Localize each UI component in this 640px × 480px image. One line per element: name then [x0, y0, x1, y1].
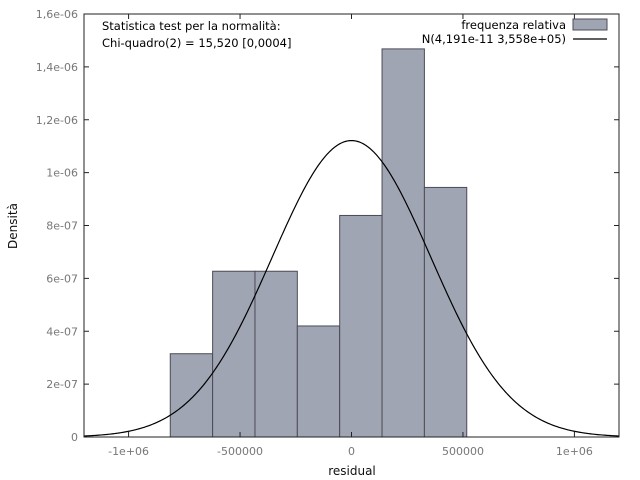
x-tick-label: 0	[348, 445, 355, 458]
x-tick-label: -1e+06	[108, 445, 149, 458]
histogram-bar	[296, 325, 341, 438]
histogram-bar	[254, 270, 298, 438]
legend-swatch-bar	[572, 18, 608, 31]
legend-label-normal-curve: N(4,191e-11 3,558e+05)	[422, 32, 566, 46]
normality-test-title: Statistica test per la normalità:	[102, 19, 281, 33]
x-tick-label: 500000	[442, 445, 484, 458]
y-tick-label: 8e-07	[46, 220, 78, 233]
x-tick-label: -500000	[217, 445, 263, 458]
y-tick-label: 0	[71, 431, 78, 444]
x-axis-label: residual	[328, 464, 376, 478]
y-tick-label: 6e-07	[46, 272, 78, 285]
histogram-bar	[381, 48, 425, 438]
y-tick-label: 1,4e-06	[36, 61, 78, 74]
y-tick-label: 1,6e-06	[36, 8, 78, 21]
histogram-bar	[339, 214, 383, 438]
y-axis-label: Densità	[6, 203, 20, 249]
histogram-bar	[212, 270, 256, 438]
normal-density-curve	[83, 139, 620, 437]
legend-label-relative-frequency: frequenza relativa	[461, 18, 566, 32]
y-tick-label: 1,2e-06	[36, 114, 78, 127]
y-tick-label: 4e-07	[46, 325, 78, 338]
y-tick-label: 1e-06	[46, 167, 78, 180]
y-axis-ticks: 0 2e-07 4e-07 6e-07 8e-07 1e-06 1,2e-06 1,4e-06…	[36, 8, 619, 444]
y-tick-label: 2e-07	[46, 378, 78, 391]
x-tick-label: 1e+06	[556, 445, 593, 458]
histogram-bar	[423, 186, 468, 438]
histogram-bars	[169, 48, 468, 438]
histogram-bar	[169, 353, 214, 438]
x-axis-ticks: -1e+06 -500000 0 500000 1e+06	[108, 14, 593, 458]
normality-test-statistic: Chi-quadro(2) = 15,520 [0,0004]	[102, 36, 291, 50]
